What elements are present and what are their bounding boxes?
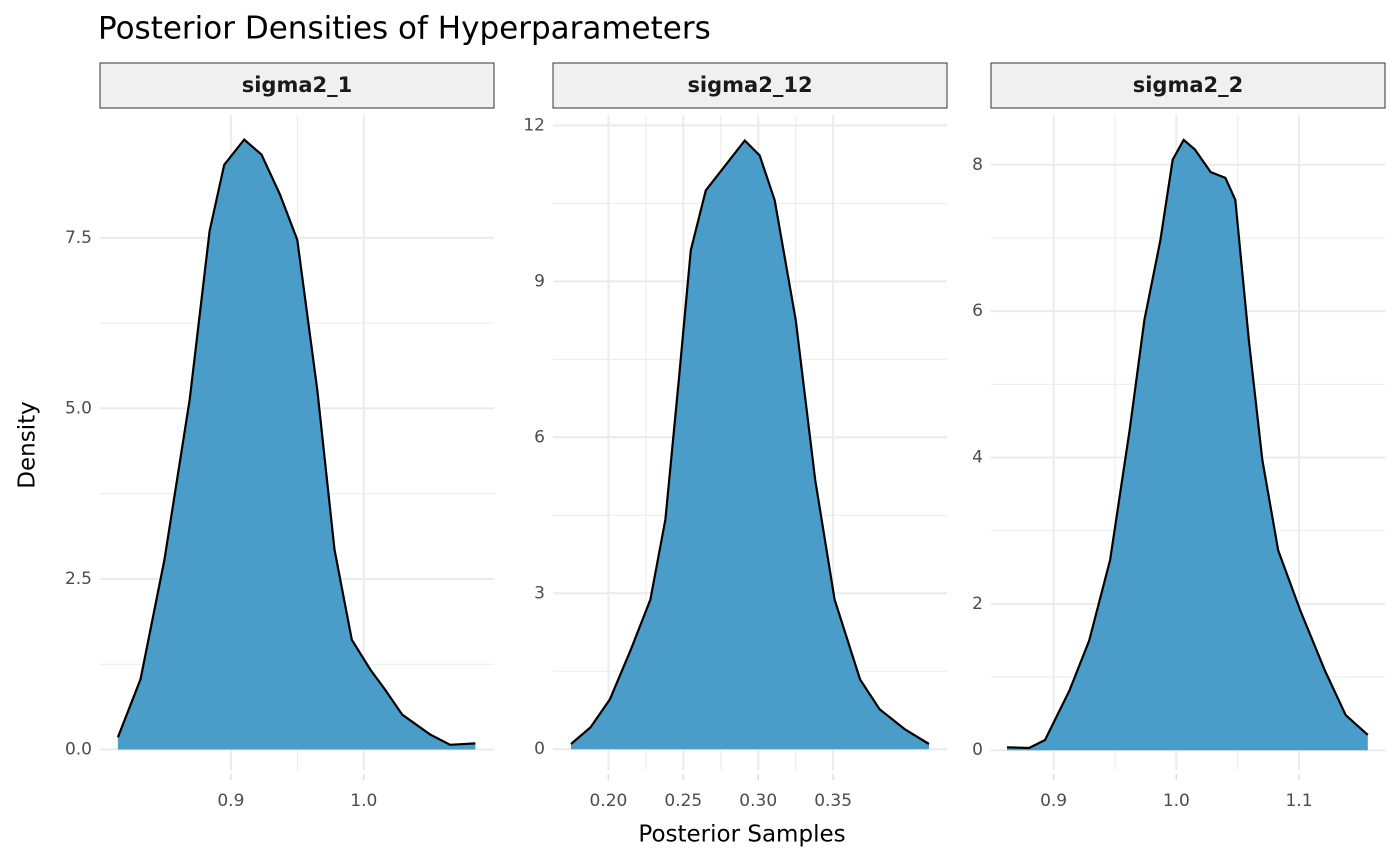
x-axis-label: Posterior Samples <box>638 822 845 848</box>
x-tick-label: 0.35 <box>814 791 852 811</box>
y-tick-label: 6 <box>972 301 983 321</box>
density-area <box>117 139 476 750</box>
x-tick-label: 1.0 <box>350 791 377 811</box>
density-line <box>1006 138 1369 750</box>
y-tick-label: 4 <box>972 448 983 468</box>
strip-label: sigma2_1 <box>242 73 353 97</box>
density-area <box>571 140 929 750</box>
strip <box>552 62 948 109</box>
x-tick-label: 0.9 <box>217 791 244 811</box>
x-tick-label: 1.0 <box>1163 791 1190 811</box>
density-area <box>1007 139 1368 751</box>
density-line <box>116 138 476 746</box>
strip-label: sigma2_12 <box>687 73 812 97</box>
strip-label: sigma2_2 <box>1133 73 1244 97</box>
y-tick-label: 9 <box>534 271 545 291</box>
y-tick-label: 5.0 <box>65 398 92 418</box>
y-tick-label: 6 <box>534 427 545 447</box>
y-tick-label: 12 <box>523 115 545 135</box>
y-tick-label: 0 <box>972 740 983 760</box>
y-tick-label: 2.5 <box>65 569 92 589</box>
strip <box>99 62 495 109</box>
density-line <box>570 138 930 745</box>
y-tick-label: 0 <box>534 739 545 759</box>
y-axis-label: Density <box>15 401 41 488</box>
x-tick-label: 0.9 <box>1040 791 1067 811</box>
x-tick-label: 1.1 <box>1286 791 1313 811</box>
strip <box>990 62 1386 109</box>
chart-title: Posterior Densities of Hyperparameters <box>98 11 711 47</box>
y-tick-label: 2 <box>972 594 983 614</box>
y-tick-label: 0.0 <box>65 740 92 760</box>
y-tick-label: 8 <box>972 155 983 175</box>
y-tick-label: 3 <box>534 583 545 603</box>
x-tick-label: 0.30 <box>739 791 777 811</box>
x-tick-label: 0.20 <box>590 791 628 811</box>
x-tick-label: 0.25 <box>664 791 702 811</box>
y-tick-label: 7.5 <box>65 228 92 248</box>
